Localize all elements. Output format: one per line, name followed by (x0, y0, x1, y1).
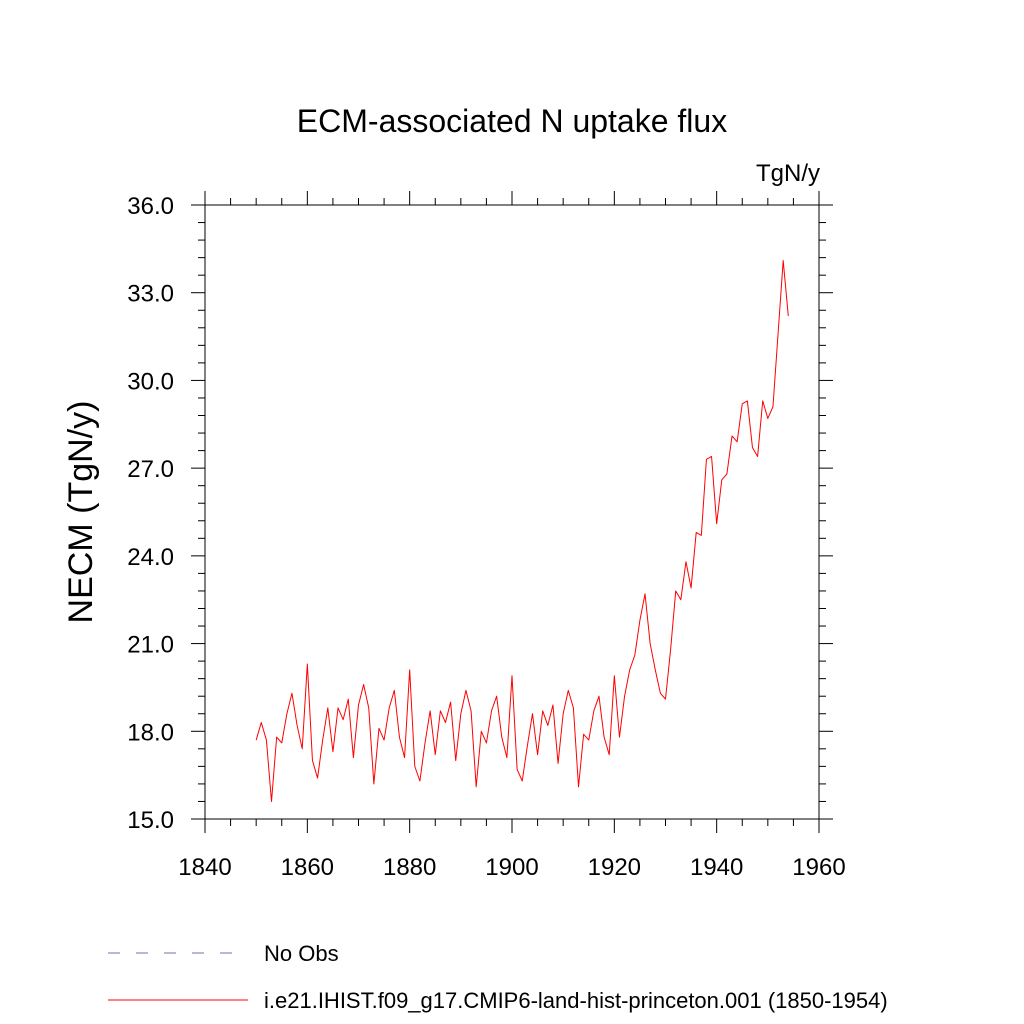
y-tick-label: 21.0 (127, 632, 174, 659)
x-tick-label: 1860 (281, 854, 334, 881)
y-tick-label: 18.0 (127, 719, 174, 746)
y-tick-label: 33.0 (127, 281, 174, 308)
units-label: TgN/y (756, 160, 820, 187)
legend-label: No Obs (264, 941, 339, 966)
x-tick-label: 1940 (690, 854, 743, 881)
x-tick-label: 1920 (588, 854, 641, 881)
x-tick-label: 1880 (383, 854, 436, 881)
x-axis: 1840 1860 1880 1900 1920 1940 1960 (178, 191, 846, 881)
chart-title: ECM-associated N uptake flux (297, 103, 727, 139)
y-axis-label: NECM (TgN/y) (62, 401, 100, 624)
x-tick-label: 1960 (792, 854, 845, 881)
y-tick-label: 24.0 (127, 544, 174, 571)
y-tick-label: 30.0 (127, 368, 174, 395)
x-tick-label: 1840 (178, 854, 231, 881)
series-layer (255, 260, 789, 802)
legend-label: i.e21.IHIST.f09_g17.CMIP6-land-hist-prin… (264, 988, 888, 1013)
legend: No Obs i.e21.IHIST.f09_g17.CMIP6-land-his… (108, 941, 888, 1013)
y-tick-label: 36.0 (127, 193, 174, 220)
x-tick-label: 1900 (485, 854, 538, 881)
y-tick-label: 27.0 (127, 456, 174, 483)
y-axis: 15.0 18.0 21.0 24.0 27.0 30.0 33.0 36.0 (127, 193, 833, 834)
y-tick-label: 15.0 (127, 807, 174, 834)
series-line (255, 260, 789, 802)
